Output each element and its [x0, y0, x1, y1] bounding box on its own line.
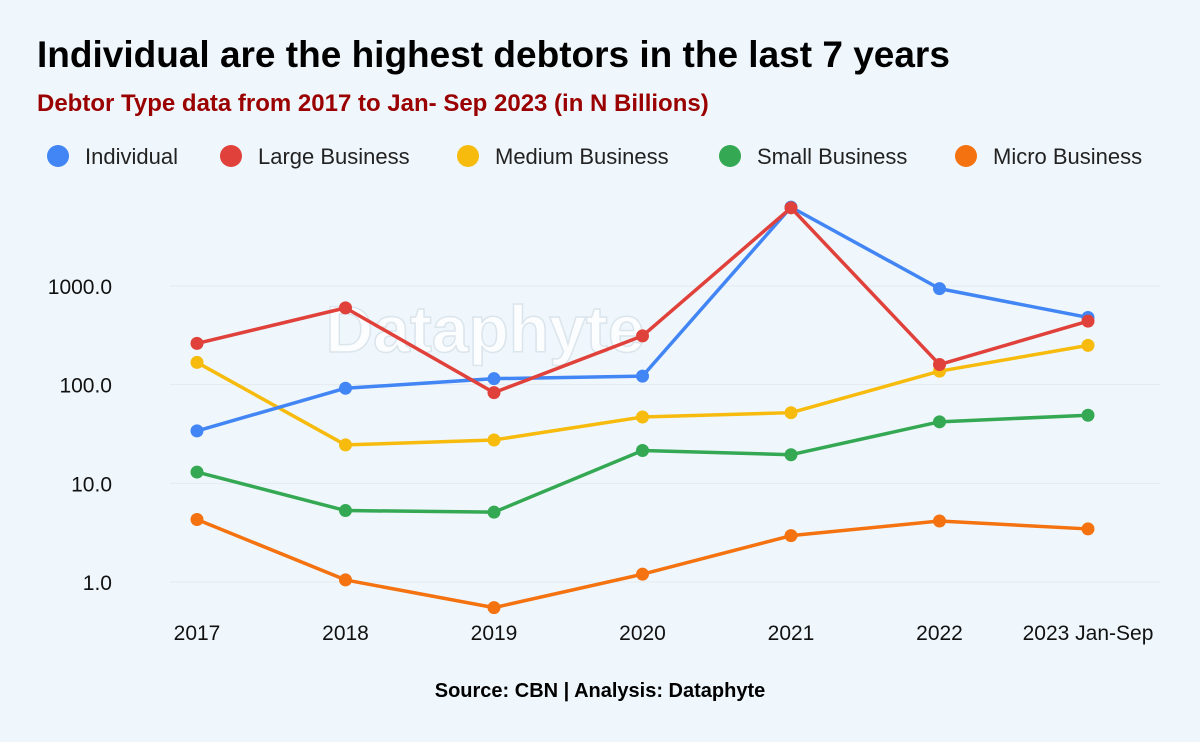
data-point-large-business-2022[interactable] — [933, 358, 946, 372]
legend-label: Individual — [85, 144, 178, 169]
data-point-small-business-2018[interactable] — [339, 504, 352, 518]
series-micro-business — [190, 512, 1095, 615]
data-point-small-business-2023-jan-sep[interactable] — [1081, 408, 1095, 422]
legend-marker — [955, 145, 977, 167]
x-tick-label: 2018 — [322, 622, 369, 645]
data-point-medium-business-2018[interactable] — [339, 438, 352, 452]
legend-label: Large Business — [258, 144, 410, 169]
data-point-micro-business-2020[interactable] — [636, 567, 649, 581]
data-point-large-business-2019[interactable] — [487, 386, 501, 400]
x-tick-label: 2021 — [768, 622, 815, 645]
x-tick-label: 2023 Jan-Sep — [1023, 622, 1154, 645]
data-point-large-business-2020[interactable] — [636, 329, 649, 343]
legend-item-small-business[interactable]: Small Business — [719, 144, 907, 169]
data-point-small-business-2020[interactable] — [636, 444, 649, 458]
data-point-medium-business-2019[interactable] — [487, 433, 501, 447]
data-point-small-business-2017[interactable] — [190, 465, 204, 479]
legend-item-medium-business[interactable]: Medium Business — [457, 144, 669, 169]
data-point-medium-business-2020[interactable] — [636, 410, 649, 424]
x-tick-label: 2019 — [471, 622, 518, 645]
legend-label: Medium Business — [495, 144, 669, 169]
y-tick-label: 10.0 — [71, 473, 112, 496]
data-point-medium-business-2017[interactable] — [190, 355, 204, 369]
gridlines — [170, 285, 1160, 583]
data-point-large-business-2023-jan-sep[interactable] — [1081, 314, 1095, 328]
data-point-micro-business-2017[interactable] — [190, 512, 204, 526]
data-point-medium-business-2021[interactable] — [784, 406, 798, 420]
chart-title: Individual are the highest debtors in th… — [37, 34, 950, 75]
legend-label: Micro Business — [993, 144, 1142, 169]
x-tick-label: 2022 — [916, 622, 963, 645]
data-point-micro-business-2022[interactable] — [933, 514, 946, 528]
data-point-individual-2022[interactable] — [933, 282, 946, 296]
data-point-small-business-2022[interactable] — [933, 415, 946, 429]
legend-marker — [47, 145, 69, 167]
data-point-large-business-2021[interactable] — [784, 201, 798, 215]
series-group — [190, 200, 1095, 615]
legend-marker — [457, 145, 479, 167]
y-tick-label: 1000.0 — [48, 276, 112, 299]
legend-item-individual[interactable]: Individual — [47, 144, 178, 169]
legend-marker — [220, 145, 242, 167]
legend-marker — [719, 145, 741, 167]
data-point-micro-business-2018[interactable] — [339, 573, 352, 587]
chart-legend: Individual Large Business Medium Business S… — [47, 144, 1142, 169]
series-line-micro-business — [195, 517, 1090, 610]
data-point-small-business-2021[interactable] — [784, 448, 798, 462]
data-point-medium-business-2023-jan-sep[interactable] — [1081, 338, 1095, 352]
data-point-small-business-2019[interactable] — [487, 505, 501, 519]
source-note: Source: CBN | Analysis: Dataphyte — [434, 680, 766, 702]
x-axis: 2017 2018 2019 2020 2021 2022 2023 Jan-Sep — [174, 622, 1154, 645]
y-axis: 1.0 10.0 100.0 1000.0 — [48, 276, 112, 595]
y-tick-label: 100.0 — [59, 375, 112, 398]
legend-label: Small Business — [757, 144, 907, 169]
data-point-individual-2020[interactable] — [636, 369, 649, 383]
data-point-large-business-2018[interactable] — [339, 301, 352, 315]
series-small-business — [190, 408, 1095, 519]
data-point-individual-2019[interactable] — [487, 372, 501, 386]
series-line-small-business — [195, 413, 1090, 514]
chart-subtitle: Debtor Type data from 2017 to Jan- Sep 2… — [37, 90, 709, 117]
data-point-micro-business-2023-jan-sep[interactable] — [1081, 522, 1095, 536]
legend-item-large-business[interactable]: Large Business — [220, 144, 410, 169]
legend-item-micro-business[interactable]: Micro Business — [955, 144, 1142, 169]
data-point-individual-2018[interactable] — [339, 381, 352, 395]
y-tick-label: 1.0 — [83, 572, 112, 595]
x-tick-label: 2020 — [619, 622, 666, 645]
data-point-micro-business-2019[interactable] — [487, 601, 501, 615]
data-point-large-business-2017[interactable] — [190, 336, 204, 350]
data-point-micro-business-2021[interactable] — [784, 529, 798, 543]
series-large-business — [190, 201, 1095, 400]
data-point-individual-2017[interactable] — [190, 424, 204, 438]
x-tick-label: 2017 — [174, 622, 221, 645]
